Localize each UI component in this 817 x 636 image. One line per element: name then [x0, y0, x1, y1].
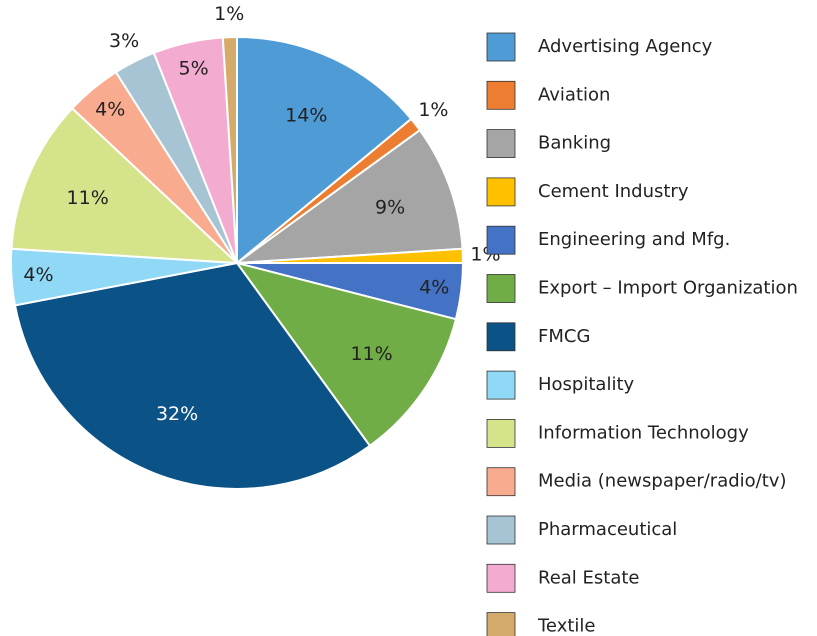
data-label: 9% — [375, 196, 405, 218]
legend-swatch — [486, 80, 516, 110]
data-label: 1% — [214, 3, 244, 25]
legend-swatch — [486, 370, 516, 400]
data-label: 32% — [156, 403, 198, 425]
legend-swatch — [486, 32, 516, 62]
legend-label: Aviation — [538, 84, 610, 105]
data-label: 11% — [350, 343, 392, 365]
legend-label: Banking — [538, 133, 611, 154]
legend-label: FMCG — [538, 326, 590, 347]
legend-swatch — [486, 225, 516, 255]
data-label: 14% — [285, 104, 327, 126]
legend-swatch — [486, 177, 516, 207]
data-label: 4% — [95, 98, 125, 120]
data-label: 1% — [418, 99, 448, 121]
legend-label: Engineering and Mfg. — [538, 229, 730, 250]
legend-swatch — [486, 612, 516, 636]
legend-label: Real Estate — [538, 567, 640, 588]
legend-swatch — [486, 418, 516, 448]
legend-label: Advertising Agency — [538, 36, 713, 57]
legend-swatch — [486, 515, 516, 545]
legend-swatch — [486, 467, 516, 497]
pie-slice — [236, 35, 413, 266]
legend-swatch — [486, 322, 516, 352]
legend-label: Textile — [537, 616, 595, 636]
pie-slice — [221, 35, 238, 264]
legend-label: Pharmaceutical — [538, 519, 677, 540]
legend-swatch — [486, 563, 516, 593]
legend-label: Export – Import Organization — [538, 278, 798, 299]
data-label: 3% — [109, 30, 139, 52]
pie-slice — [13, 261, 372, 490]
pie-slice — [10, 106, 240, 265]
legend-label: Cement Industry — [538, 181, 689, 202]
pie-slice — [234, 261, 458, 448]
legend-label: Information Technology — [538, 422, 749, 443]
data-label: 11% — [67, 187, 109, 209]
data-label: 5% — [179, 57, 209, 79]
legend-label: Media (newspaper/radio/tv) — [538, 471, 786, 492]
legend-label: Hospitality — [538, 374, 635, 395]
legend-swatch — [486, 129, 516, 159]
pie-slice — [233, 128, 464, 265]
data-label: 4% — [23, 264, 53, 286]
legend-swatch — [486, 274, 516, 303]
data-label: 4% — [419, 276, 449, 298]
